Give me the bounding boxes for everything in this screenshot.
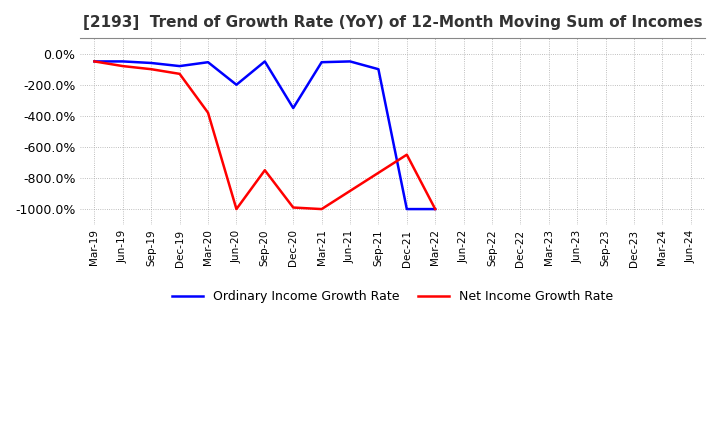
Net Income Growth Rate	[402, 152, 411, 158]
Ordinary Income Growth Rate	[204, 59, 212, 65]
Net Income Growth Rate	[318, 206, 326, 212]
Net Income Growth Rate	[90, 59, 99, 64]
Net Income Growth Rate	[431, 206, 439, 212]
Title: [2193]  Trend of Growth Rate (YoY) of 12-Month Moving Sum of Incomes: [2193] Trend of Growth Rate (YoY) of 12-…	[83, 15, 703, 30]
Net Income Growth Rate	[289, 205, 297, 210]
Ordinary Income Growth Rate	[90, 59, 99, 64]
Ordinary Income Growth Rate	[431, 206, 439, 212]
Legend: Ordinary Income Growth Rate, Net Income Growth Rate: Ordinary Income Growth Rate, Net Income …	[167, 285, 618, 308]
Net Income Growth Rate	[204, 110, 212, 115]
Net Income Growth Rate	[175, 71, 184, 77]
Ordinary Income Growth Rate	[318, 59, 326, 65]
Net Income Growth Rate	[261, 168, 269, 173]
Line: Ordinary Income Growth Rate: Ordinary Income Growth Rate	[94, 62, 435, 209]
Ordinary Income Growth Rate	[261, 59, 269, 64]
Net Income Growth Rate	[147, 66, 156, 72]
Net Income Growth Rate	[119, 63, 127, 69]
Ordinary Income Growth Rate	[374, 66, 383, 72]
Net Income Growth Rate	[232, 206, 240, 212]
Line: Net Income Growth Rate: Net Income Growth Rate	[94, 62, 435, 209]
Ordinary Income Growth Rate	[147, 60, 156, 66]
Ordinary Income Growth Rate	[402, 206, 411, 212]
Ordinary Income Growth Rate	[232, 82, 240, 88]
Ordinary Income Growth Rate	[346, 59, 354, 64]
Ordinary Income Growth Rate	[175, 63, 184, 69]
Ordinary Income Growth Rate	[119, 59, 127, 64]
Ordinary Income Growth Rate	[289, 106, 297, 111]
